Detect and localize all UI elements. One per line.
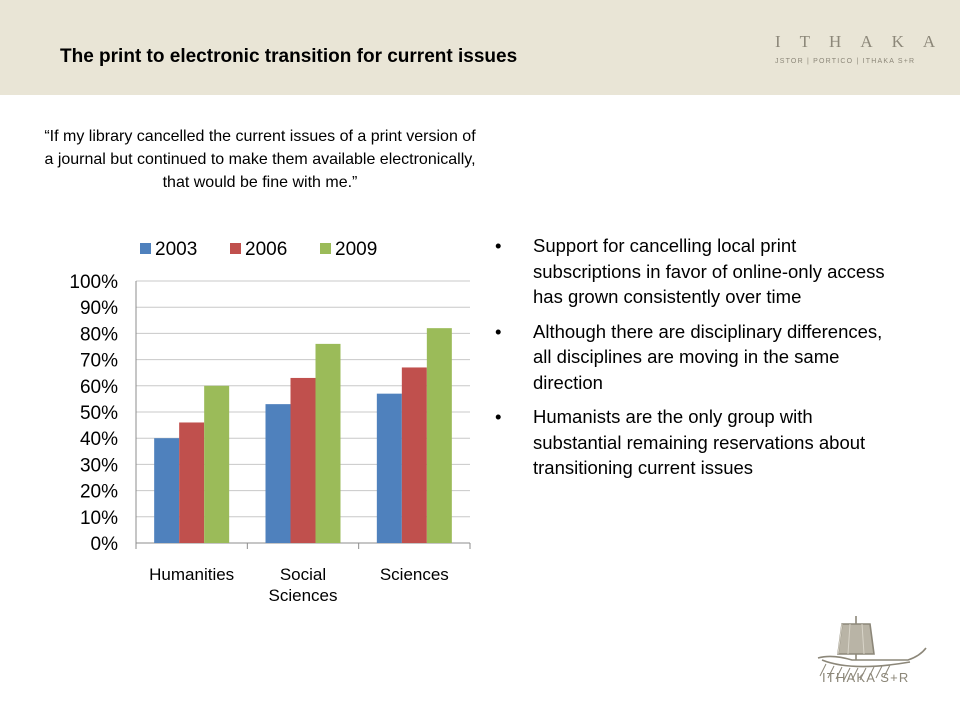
x-category-label: Humanities — [149, 565, 234, 584]
y-tick-label: 60% — [80, 377, 118, 398]
x-category-label: Sciences — [269, 586, 338, 605]
bar-2003-1 — [265, 404, 291, 543]
y-tick-label: 10% — [80, 508, 118, 529]
bar-2003-0 — [154, 438, 180, 543]
logo-text: ITHAKA S+R — [822, 670, 910, 685]
ship-logo-icon — [817, 616, 927, 681]
bar-2009-0 — [204, 385, 230, 543]
bar-2006-1 — [290, 377, 316, 543]
bullet-item: • Humanists are the only group with subs… — [495, 404, 905, 481]
bullet-text: Support for cancelling local print subsc… — [533, 235, 885, 307]
y-tick-label: 30% — [80, 455, 118, 476]
y-tick-label: 90% — [80, 298, 118, 319]
y-tick-label: 20% — [80, 482, 118, 503]
y-tick-label: 80% — [80, 324, 118, 345]
y-tick-label: 0% — [91, 534, 119, 555]
bullet-dot: • — [495, 235, 502, 256]
legend-swatch-2003 — [140, 243, 151, 254]
survey-quote: “If my library cancelled the current iss… — [44, 128, 476, 191]
bullet-text: Humanists are the only group with substa… — [533, 406, 866, 478]
bullet-text: Although there are disciplinary differen… — [533, 320, 883, 393]
legend-swatch-2006 — [230, 243, 241, 254]
legend-label-2003: 2003 — [155, 239, 197, 260]
y-tick-label: 70% — [80, 351, 118, 372]
bar-2009-2 — [426, 328, 452, 543]
legend-label-2009: 2009 — [335, 239, 377, 260]
bullet-dot: • — [495, 406, 502, 427]
brand-wordmark: ITHAKA JSTOR | PORTICO | ITHAKA S+R — [775, 32, 935, 65]
legend-label-2006: 2006 — [245, 239, 287, 260]
y-tick-label: 40% — [80, 429, 118, 450]
bar-2006-2 — [401, 367, 427, 543]
y-tick-label: 100% — [69, 272, 118, 293]
bullet-item: • Support for cancelling local print sub… — [495, 233, 905, 310]
x-category-label: Sciences — [380, 565, 449, 584]
brand-tagline: JSTOR | PORTICO | ITHAKA S+R — [775, 58, 916, 65]
bar-2009-1 — [315, 343, 341, 543]
bar-2006-0 — [179, 422, 205, 543]
legend-swatch-2009 — [320, 243, 331, 254]
slide-title: The print to electronic transition for c… — [60, 46, 518, 67]
bullet-item: • Although there are disciplinary differ… — [495, 319, 905, 396]
brand-name: ITHAKA — [775, 32, 955, 51]
bar-2003-2 — [376, 393, 402, 543]
x-category-label: Social — [280, 565, 326, 584]
bullet-dot: • — [495, 320, 502, 342]
header-band — [0, 0, 960, 95]
y-tick-label: 50% — [80, 403, 118, 424]
bullet-list: • Support for cancelling local print sub… — [495, 233, 905, 490]
